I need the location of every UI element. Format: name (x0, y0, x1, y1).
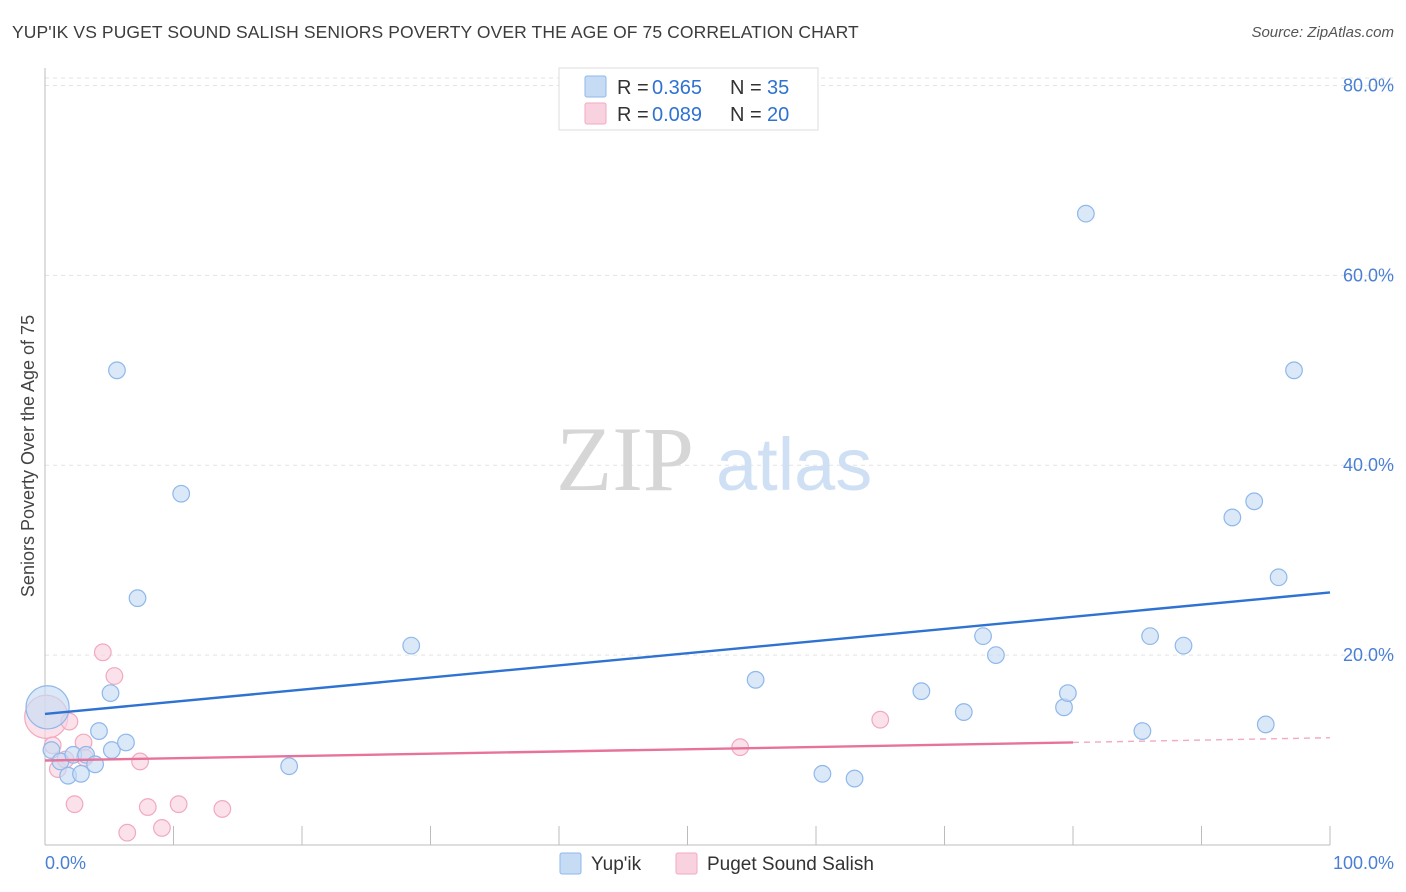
y-tick-label-60: 60.0% (1343, 265, 1394, 285)
puget-point-17 (871, 710, 890, 729)
puget-point-13 (153, 819, 171, 837)
yupik-point-16 (402, 636, 421, 655)
watermark-zip: ZIP (556, 408, 694, 510)
yupik-point-25 (1058, 684, 1077, 702)
y-tick-label-40: 40.0% (1343, 455, 1394, 475)
yupik-point-34 (1285, 361, 1303, 380)
yupik-point-12 (117, 733, 135, 752)
puget-point-9 (105, 667, 124, 685)
yupik-point-26 (1076, 204, 1095, 223)
chart-title: YUP'IK VS PUGET SOUND SALISH SENIORS POV… (12, 22, 859, 42)
series-yupik-points (25, 204, 1303, 788)
series-legend-swatch-puget (675, 852, 698, 875)
legend-r-label-blue: R = (617, 77, 649, 99)
yupik-point-18 (813, 764, 832, 783)
puget-point-15 (213, 800, 232, 818)
grid-lines (45, 77, 1394, 656)
trend-line-yupik (44, 591, 1331, 716)
yupik-point-8 (90, 722, 108, 740)
yupik-point-9 (101, 684, 120, 702)
legend-n-label-pink: N = (730, 104, 762, 126)
series-legend-label-puget: Puget Sound Salish (707, 854, 874, 875)
watermark-atlas: atlas (716, 423, 872, 506)
trend-line-puget (44, 741, 1074, 762)
yupik-point-5 (72, 764, 90, 783)
legend-r-value-blue: 0.365 (652, 77, 702, 99)
yupik-point-30 (1223, 508, 1242, 527)
yupik-point-29 (1174, 636, 1193, 655)
puget-point-14 (169, 795, 188, 814)
puget-point-10 (118, 823, 137, 842)
source-credit: Source: ZipAtlas.com (1251, 24, 1394, 41)
x-tick-label-max: 100.0% (1333, 853, 1394, 873)
legend-n-value-blue: 35 (767, 77, 789, 99)
puget-point-11 (131, 752, 149, 771)
yupik-point-19 (845, 769, 864, 788)
series-legend-swatch-yupik (559, 852, 582, 875)
trend-lines (44, 591, 1331, 762)
x-tick-label-min: 0.0% (45, 853, 86, 873)
y-tick-label-20: 20.0% (1343, 645, 1394, 665)
y-tick-label-80: 80.0% (1343, 75, 1394, 95)
yupik-point-33 (1269, 568, 1288, 587)
trend-line-puget-extrapolated (1072, 737, 1331, 744)
puget-point-5 (65, 795, 84, 814)
legend-n-label-blue: N = (730, 77, 762, 99)
y-axis-label: Seniors Poverty Over the Age of 75 (18, 315, 38, 597)
x-axis-ticks (173, 826, 1331, 845)
yupik-point-27 (1133, 722, 1152, 740)
legend-swatch-pink (584, 102, 607, 125)
yupik-point-20 (912, 682, 931, 701)
yupik-point-15 (280, 757, 299, 776)
yupik-point-11 (108, 361, 126, 380)
puget-point-12 (138, 798, 157, 816)
watermark: ZIP atlas (556, 408, 872, 510)
yupik-point-14 (172, 484, 191, 503)
yupik-point-13 (128, 589, 147, 608)
yupik-point-23 (987, 646, 1005, 665)
yupik-point-32 (1256, 715, 1275, 734)
legend-r-label-pink: R = (617, 104, 649, 126)
legend-n-value-pink: 20 (767, 104, 789, 126)
stats-legend: R = 0.365 N = 35 R = 0.089 N = 20 (558, 67, 819, 131)
yupik-point-17 (746, 670, 765, 689)
yupik-point-0 (25, 685, 70, 730)
puget-point-8 (93, 643, 112, 662)
yupik-point-21 (954, 703, 973, 721)
yupik-point-28 (1141, 627, 1159, 646)
legend-r-value-pink: 0.089 (652, 104, 702, 126)
series-legend-label-yupik: Yup'ik (591, 854, 642, 875)
yupik-point-31 (1245, 492, 1264, 511)
yupik-point-22 (974, 627, 992, 646)
legend-swatch-blue (584, 75, 607, 98)
series-legend: Yup'ik Puget Sound Salish (559, 852, 874, 875)
y-tick-labels: 20.0% 40.0% 60.0% 80.0% (1343, 75, 1394, 665)
